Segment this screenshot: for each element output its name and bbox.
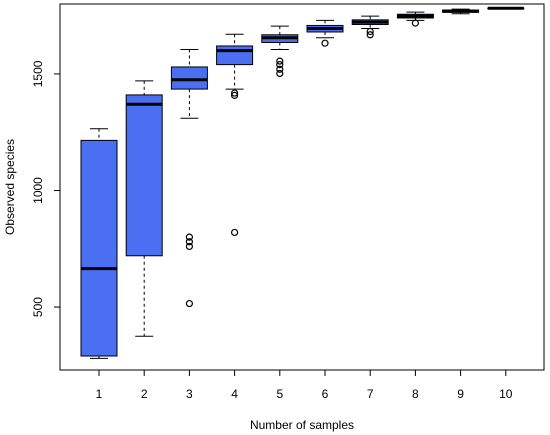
box-group-2 — [125, 80, 163, 337]
x-tick-label: 6 — [322, 387, 329, 401]
x-tick-label: 2 — [141, 387, 148, 401]
x-axis-title: Number of samples — [250, 418, 354, 432]
outlier-point — [231, 89, 239, 97]
box-iqr — [170, 66, 208, 90]
x-tick-label: 1 — [96, 387, 103, 401]
box-group-9 — [442, 8, 480, 15]
x-tick-label: 5 — [276, 387, 283, 401]
outlier-point — [366, 27, 374, 36]
x-tick-label: 8 — [412, 387, 419, 401]
outlier-point — [185, 238, 193, 246]
y-tick-label: 1000 — [31, 177, 45, 204]
box-group-7 — [351, 15, 389, 39]
outlier-point — [321, 39, 329, 47]
box-group-5 — [261, 25, 299, 78]
box-group-1 — [80, 128, 118, 359]
outlier-point — [276, 69, 284, 78]
y-axis: 500 1000 1500 — [31, 60, 61, 317]
box-series — [80, 6, 525, 359]
outlier-point — [185, 242, 193, 251]
outlier-point — [366, 31, 374, 39]
box-iqr — [80, 139, 118, 357]
y-axis-title: Observed species — [3, 139, 17, 235]
outlier-point — [411, 19, 419, 27]
box-group-3 — [170, 48, 208, 308]
outlier-point — [231, 91, 239, 99]
x-tick-label: 9 — [457, 387, 464, 401]
x-tick-label: 7 — [367, 387, 374, 401]
box-group-8 — [396, 11, 434, 27]
outlier-point — [276, 61, 284, 69]
box-iqr — [125, 94, 163, 257]
outlier-point — [185, 299, 193, 308]
box-iqr — [216, 45, 254, 66]
y-tick-label: 500 — [31, 297, 45, 317]
outlier-point — [231, 228, 239, 237]
x-axis: 1 2 3 4 5 6 7 8 9 10 — [96, 369, 513, 401]
outlier-point — [276, 65, 284, 73]
x-tick-label: 4 — [231, 387, 238, 401]
box-group-6 — [306, 19, 344, 47]
y-tick-label: 1500 — [31, 60, 45, 87]
x-tick-label: 3 — [186, 387, 193, 401]
x-tick-label: 10 — [499, 387, 513, 401]
box-group-10 — [487, 6, 525, 10]
outlier-point — [276, 57, 284, 65]
outlier-point — [185, 233, 193, 241]
box-group-4 — [216, 33, 254, 237]
